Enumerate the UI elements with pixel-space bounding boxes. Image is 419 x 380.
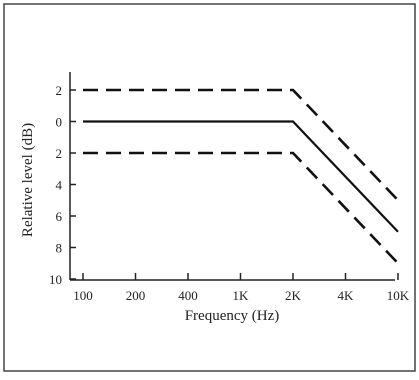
y-tick-label: 4	[56, 178, 63, 193]
tolerance-limit-line	[83, 151, 399, 265]
y-tick-label: 0	[56, 115, 63, 130]
nominal-response-line	[83, 120, 399, 233]
x-tick-label: 400	[178, 288, 198, 303]
tolerance-limit-line	[83, 88, 399, 202]
x-tick-label: 4K	[338, 288, 355, 303]
x-tick-label: 2K	[285, 288, 302, 303]
x-tick-label: 200	[126, 288, 146, 303]
y-tick-label: 6	[56, 209, 63, 224]
y-tick-label: 2	[56, 146, 63, 161]
y-ticks: 2 0 2 4 6 8 10	[49, 83, 76, 287]
x-tick-label: 10K	[387, 288, 410, 303]
figure-border	[3, 3, 416, 372]
y-tick-label: 8	[56, 241, 63, 256]
y-axis-label: Relative level (dB)	[20, 123, 36, 237]
series-layer	[83, 88, 399, 265]
y-tick-label: 2	[56, 83, 63, 98]
x-tick-label: 100	[73, 288, 93, 303]
x-tick-label: 1K	[233, 288, 250, 303]
x-axis-label: Frequency (Hz)	[185, 308, 280, 324]
axes	[69, 72, 395, 281]
y-tick-label: 10	[49, 272, 62, 287]
x-ticks: 100 200 400 1K 2K 4K 10K	[73, 273, 410, 303]
